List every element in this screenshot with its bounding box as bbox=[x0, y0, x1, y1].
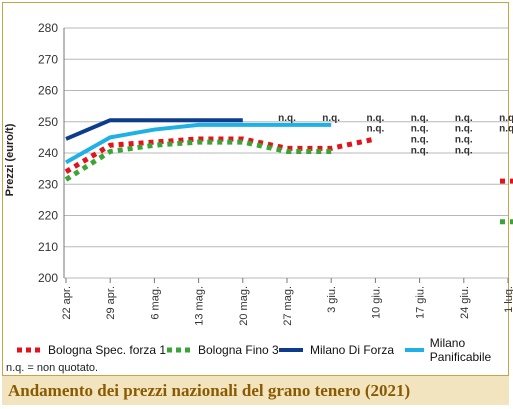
chart-plot: 200 210 220 230 240 250 260 270 280 22 apr. 29 ap… bbox=[4, 21, 513, 326]
x-tick-label: 29 apr. bbox=[105, 286, 117, 320]
nq-label: n.q. bbox=[411, 146, 429, 157]
series-line bbox=[64, 139, 332, 182]
title-bar: Andamento dei prezzi nazionali del grano… bbox=[2, 375, 509, 405]
y-tick-label: 200 bbox=[38, 271, 58, 285]
legend-item: Bologna Fino 3 bbox=[166, 339, 279, 361]
legend-swatch bbox=[279, 348, 303, 352]
x-tick-label: 3 giu. bbox=[326, 286, 338, 313]
nq-label: n.q. bbox=[499, 113, 513, 124]
legend-swatch bbox=[17, 347, 41, 353]
y-tick-label: 280 bbox=[38, 21, 58, 35]
chart-title: Andamento dei prezzi nazionali del grano… bbox=[8, 380, 411, 400]
nq-label: n.q. bbox=[367, 113, 385, 124]
x-tick-label: 22 apr. bbox=[61, 286, 73, 320]
nq-label: n.q. bbox=[455, 113, 473, 124]
legend-swatch bbox=[167, 347, 191, 353]
y-tick-label: 210 bbox=[38, 240, 58, 254]
nq-label: n.q. bbox=[278, 113, 296, 124]
nq-label: n.q. bbox=[455, 146, 473, 157]
y-tick-label: 230 bbox=[38, 177, 58, 191]
x-tick-label: 17 giu. bbox=[415, 286, 427, 319]
x-tick-label: 13 mag. bbox=[194, 286, 206, 326]
nq-label: n.q. bbox=[455, 124, 473, 135]
legend-item: Milano Panificabile bbox=[404, 336, 506, 364]
legend-swatch bbox=[405, 348, 424, 352]
x-tick-label: 27 mag. bbox=[282, 286, 294, 326]
y-tick-label: 250 bbox=[38, 115, 58, 129]
footnote: n.q. = non quotato. bbox=[6, 362, 99, 374]
nq-label: n.q. bbox=[411, 135, 429, 146]
nq-label: n.q. bbox=[367, 124, 385, 135]
series-line bbox=[64, 136, 376, 174]
legend-item: Bologna Spec. forza 1 bbox=[16, 339, 166, 361]
y-tick-label: 260 bbox=[38, 84, 58, 98]
y-tick-label: 270 bbox=[38, 52, 58, 66]
y-tick-label: 240 bbox=[38, 146, 58, 160]
y-tick-label: 220 bbox=[38, 209, 58, 223]
x-tick-label: 6 mag. bbox=[149, 286, 161, 320]
series-line bbox=[65, 118, 243, 141]
nq-label: n.q. bbox=[322, 113, 340, 124]
x-tick-label: 20 mag. bbox=[238, 286, 250, 326]
legend: Bologna Spec. forza 1 Bologna Fino 3 Milan… bbox=[16, 336, 506, 364]
nq-label: n.q. bbox=[499, 124, 513, 135]
x-tick-label: 1 lug. bbox=[503, 286, 513, 313]
legend-label: Milano Di Forza bbox=[310, 343, 395, 357]
legend-item: Milano Di Forza bbox=[278, 339, 394, 361]
nq-label: n.q. bbox=[455, 135, 473, 146]
series-line bbox=[65, 122, 332, 165]
y-axis-label: Prezzi (euro/t) bbox=[4, 123, 16, 196]
x-tick-label: 10 giu. bbox=[370, 286, 382, 319]
legend-label: Bologna Fino 3 bbox=[198, 343, 279, 357]
legend-label: Milano Panificabile bbox=[429, 336, 492, 364]
nq-label: n.q. bbox=[411, 113, 429, 124]
legend-label: Bologna Spec. forza 1 bbox=[48, 343, 167, 357]
x-tick-label: 24 giu. bbox=[459, 286, 471, 319]
nq-label: n.q. bbox=[411, 124, 429, 135]
